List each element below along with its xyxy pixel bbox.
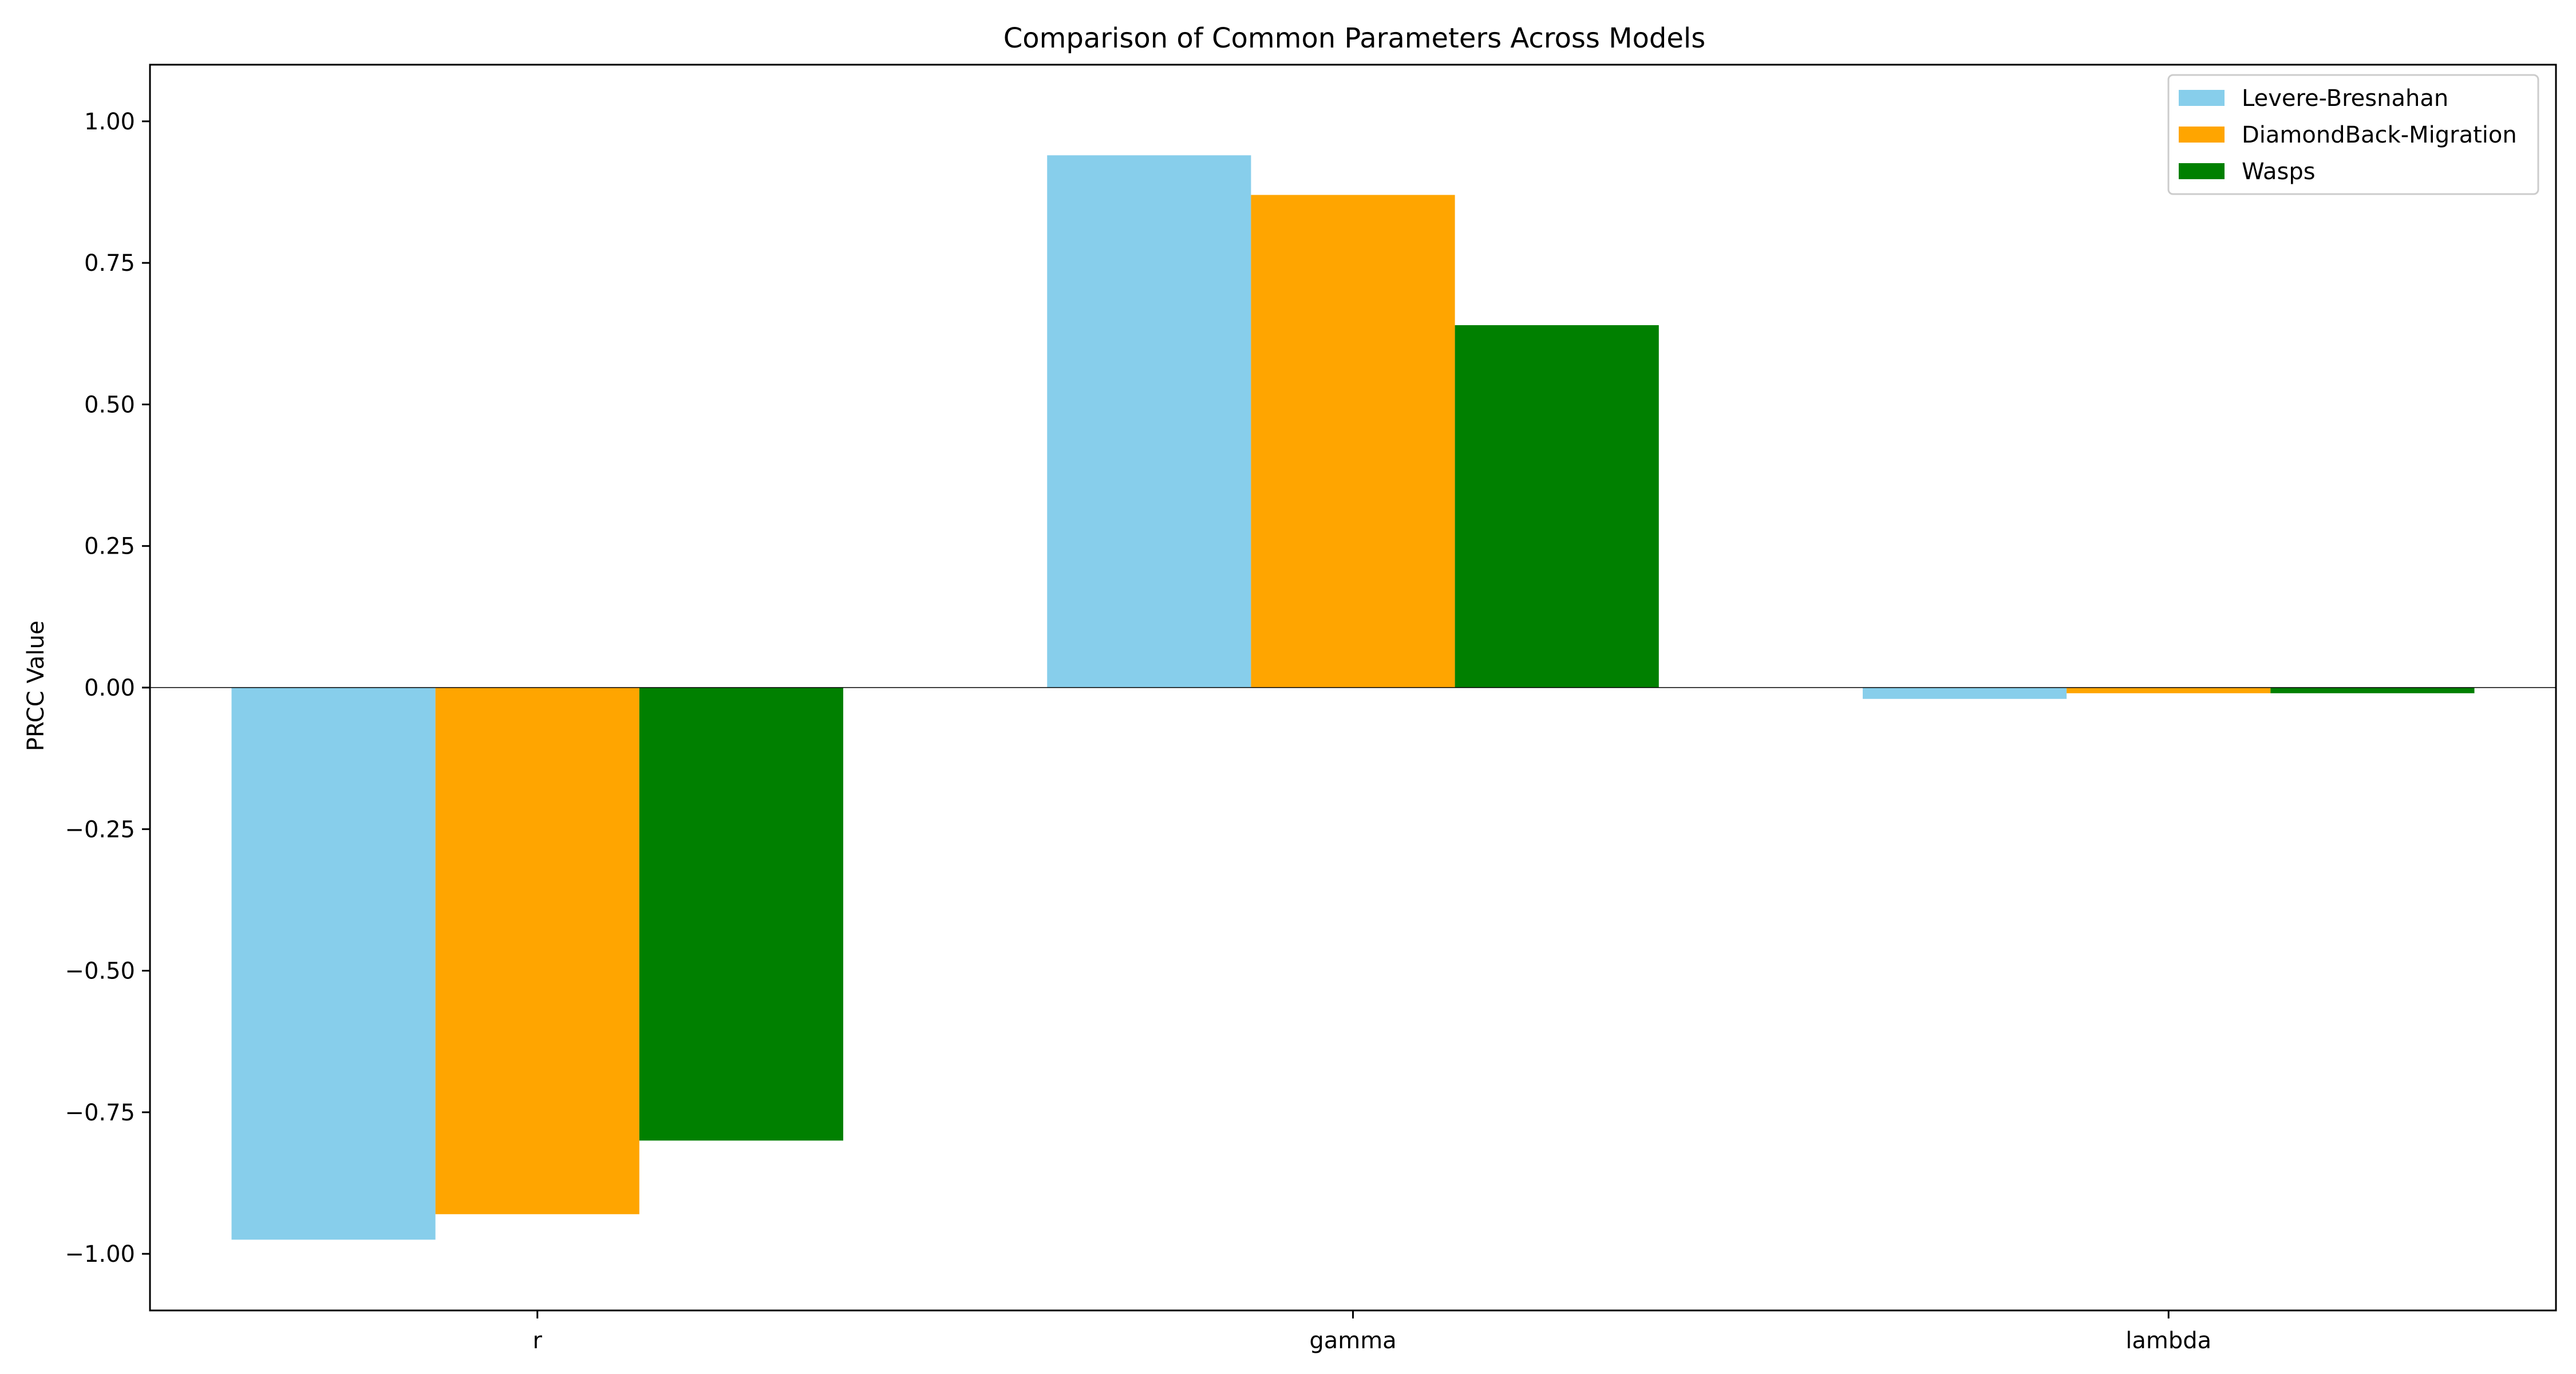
y-tick-label: −1.00 (65, 1241, 135, 1268)
bar-gamma-1 (1251, 195, 1455, 688)
y-tick-label: 0.50 (84, 392, 135, 418)
legend-label: Levere-Bresnahan (2242, 85, 2448, 112)
bar-lambda-1 (2067, 688, 2271, 693)
legend-swatch (2179, 127, 2225, 143)
y-tick-label: −0.50 (65, 958, 135, 985)
legend-box (2167, 74, 2539, 195)
legend: Levere-Bresnahan DiamondBack-Migration Was… (2167, 74, 2539, 195)
bars-group (231, 155, 2475, 1240)
x-tick-label: gamma (1309, 1328, 1396, 1354)
legend-swatch (2179, 163, 2225, 179)
y-tick-label: 1.00 (84, 109, 135, 135)
x-tick-label: r (533, 1328, 543, 1354)
legend-label: Wasps (2242, 159, 2316, 185)
x-tick-label: lambda (2125, 1328, 2211, 1354)
bar-gamma-2 (1455, 325, 1659, 688)
y-axis: −1.00 −0.75 −0.50 −0.25 0.00 0.25 0.50 0.75 1.00 (65, 109, 150, 1268)
y-tick-label: 0.25 (84, 534, 135, 560)
bar-lambda-0 (1862, 688, 2067, 699)
legend-swatch (2179, 90, 2225, 106)
chart-title: Comparison of Common Parameters Across M… (1003, 22, 1705, 54)
y-axis-label: PRCC Value (23, 621, 49, 751)
bar-lambda-2 (2270, 688, 2475, 693)
plot-frame (149, 64, 2557, 1312)
y-tick-label: −0.25 (65, 816, 135, 843)
y-tick-label: 0.75 (84, 250, 135, 277)
bar-gamma-0 (1047, 155, 1251, 688)
bar-r-1 (435, 688, 639, 1214)
bar-r-0 (231, 688, 436, 1240)
y-tick-label: 0.00 (84, 675, 135, 701)
legend-label: DiamondBack-Migration (2242, 122, 2517, 148)
x-axis: r gamma lambda (533, 1310, 2211, 1354)
bar-r-2 (639, 688, 844, 1141)
y-tick-label: −0.75 (65, 1100, 135, 1126)
